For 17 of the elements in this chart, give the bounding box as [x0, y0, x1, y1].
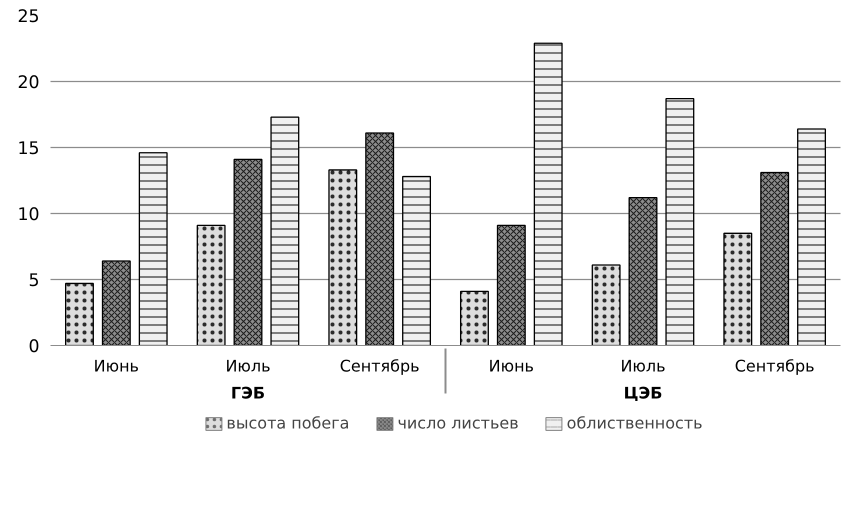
legend-label: число листьев: [397, 414, 519, 432]
x-tick-label: Сентябрь: [734, 356, 815, 376]
x-tick-label: Сентябрь: [340, 356, 420, 376]
x-tick-label: Июль: [620, 356, 666, 376]
x-tick-label: Июнь: [488, 356, 534, 376]
text: ЦЭБ: [624, 384, 662, 402]
x-tick-label: Июнь: [94, 356, 139, 376]
text: ГЭБ: [230, 384, 266, 402]
y-tick-label: 5: [28, 271, 40, 291]
y-tick-label: 25: [17, 7, 40, 27]
legend-label: облиственность: [566, 414, 703, 432]
y-tick-label: 15: [17, 139, 40, 159]
y-tick-label: 10: [17, 205, 40, 225]
y-tick-label: 0: [28, 337, 40, 357]
legend-label: высота побега: [226, 414, 350, 432]
y-tick-label: 20: [17, 73, 40, 93]
x-tick-label: Июль: [225, 356, 271, 376]
